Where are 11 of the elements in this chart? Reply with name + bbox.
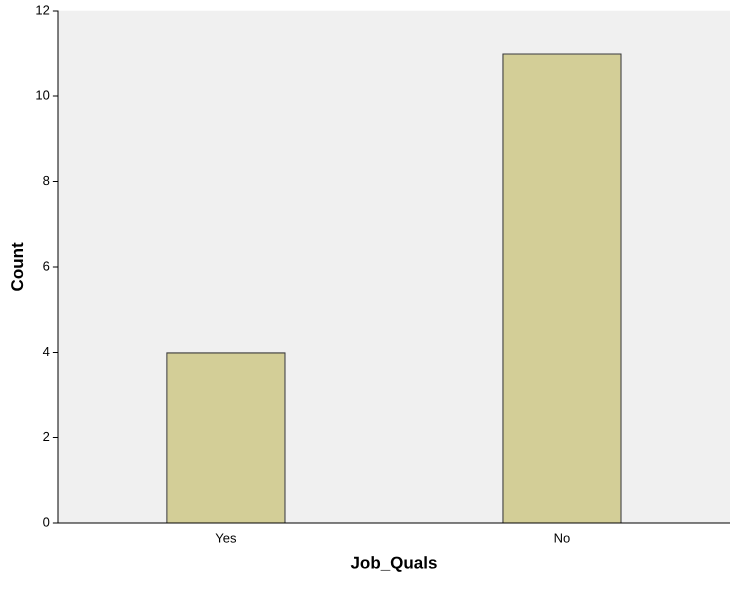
x-tick-label: Yes <box>215 530 237 546</box>
y-tick-label: 4 <box>42 344 50 359</box>
y-tick-label: 8 <box>42 173 50 188</box>
y-tick-label: 10 <box>35 88 50 103</box>
y-axis-title: Count <box>8 242 27 292</box>
y-tick-label: 12 <box>35 2 50 18</box>
y-tick-label: 6 <box>42 258 50 274</box>
y-tick-label: 0 <box>42 514 50 530</box>
y-tick-label: 2 <box>42 429 50 444</box>
x-tick-label: No <box>554 530 570 546</box>
x-axis-title: Job_Quals <box>350 553 438 572</box>
